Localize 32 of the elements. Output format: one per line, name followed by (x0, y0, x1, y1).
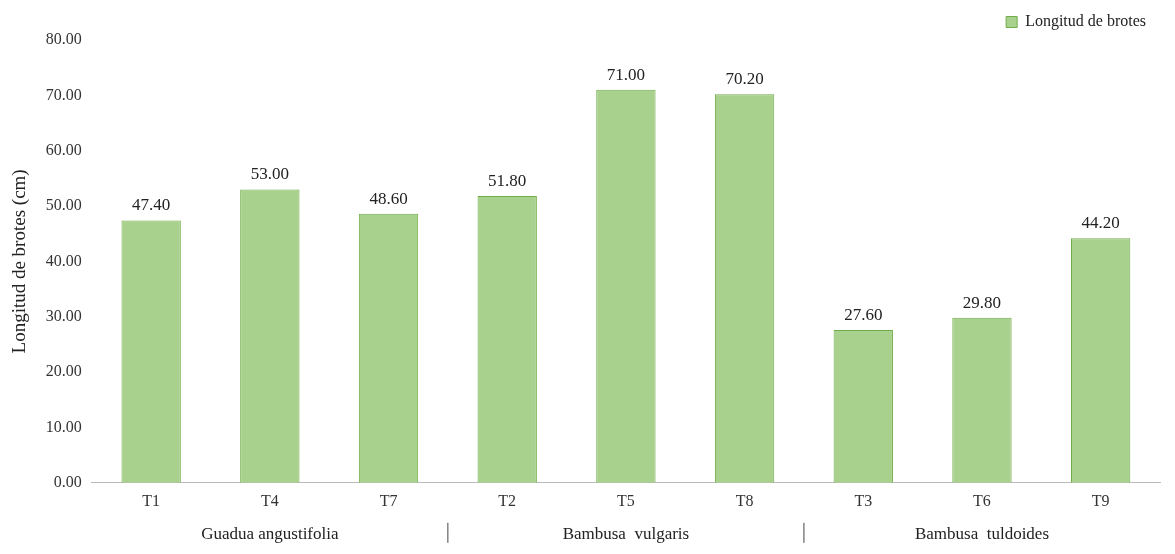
data-label: 51.80 (488, 171, 527, 191)
x-tick-label: T3 (854, 491, 873, 509)
x-tick-label: T1 (142, 491, 161, 509)
y-tick-label: 50.00 (45, 196, 82, 214)
x-tick-label: T2 (498, 491, 517, 509)
text: Guadua angustifolia (201, 523, 339, 543)
y-tick-label: 0.00 (53, 473, 82, 490)
legend-label: Longitud de brotes (1025, 12, 1147, 31)
text: Bambusa vulgaris (562, 523, 690, 543)
data-label: 29.80 (962, 292, 1002, 312)
data-label: 44.20 (1081, 213, 1120, 233)
x-tick-label: T4 (260, 491, 279, 509)
x-tick-label: T8 (735, 491, 754, 509)
data-label: 48.60 (369, 188, 408, 208)
data-label: 70.20 (725, 69, 764, 89)
y-tick-label: 80.00 (45, 30, 82, 48)
data-label: 71.00 (606, 64, 646, 84)
y-tick-label: 20.00 (45, 362, 82, 380)
y-tick-label: 70.00 (45, 85, 82, 103)
x-tick-label: T9 (1091, 491, 1110, 509)
y-tick-label: 40.00 (45, 251, 82, 269)
x-tick-label: T7 (379, 491, 398, 509)
data-label: 53.00 (250, 164, 289, 184)
x-tick-label: T5 (617, 491, 635, 509)
data-label: 27.60 (844, 305, 883, 324)
x-tick-label: T6 (973, 491, 991, 509)
y-tick-label: 30.00 (45, 306, 82, 324)
text: Bambusa tuldoides (914, 523, 1050, 543)
data-label: 47.40 (132, 195, 171, 215)
y-tick-label: 10.00 (45, 417, 82, 435)
y-tick-label: 60.00 (45, 140, 82, 158)
y-axis-title: Longitud de brotes (cm) (8, 169, 31, 354)
